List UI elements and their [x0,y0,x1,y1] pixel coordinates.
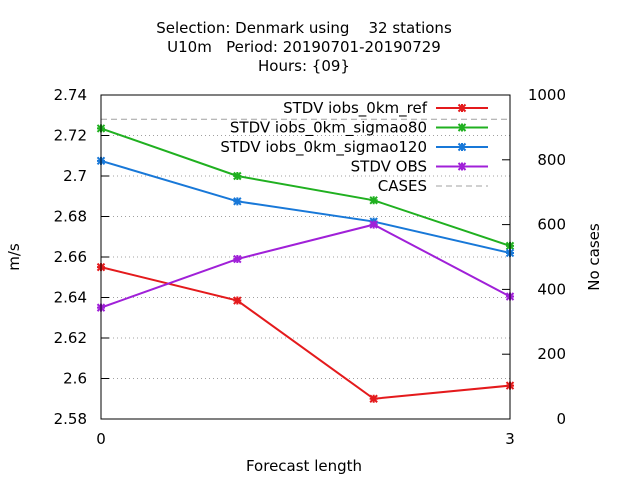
series-line [100,127,511,247]
plot-frame [100,94,511,420]
series-line [100,159,511,254]
x-tick-label: 3 [505,430,515,448]
legend-label: STDV iobs_0km_ref [283,99,428,118]
y2-tick-label: 200 [537,345,566,363]
y-tick-label: 2.7 [63,167,87,185]
legend-item: STDV OBS [351,158,488,176]
data-point [233,296,242,305]
y-axis-label: m/s [5,243,23,271]
y-tick-label: 2.74 [54,86,87,104]
legend-item: STDV iobs_0km_sigmao80 [230,119,488,138]
data-point [233,254,242,264]
y-tick-label: 2.62 [54,329,87,347]
data-point [369,220,378,229]
y2-tick-label: 800 [537,151,566,169]
y-axis-ticks: 2.58 2.6 2.62 2.64 2.66 2.68 2.7 2.72 2.74 [54,86,109,428]
chart-title-line-3: Hours: {09} [258,57,350,75]
y-tick-label: 2.68 [54,208,87,226]
y2-tick-label: 1000 [528,86,566,104]
legend-label: STDV OBS [351,158,427,176]
y-tick-label: 2.72 [54,127,87,145]
chart-title-line-1: Selection: Denmark using 32 stations [156,19,452,37]
legend-label: STDV iobs_0km_sigmao80 [230,119,427,138]
series-layer [96,118,515,403]
y-tick-label: 2.58 [54,410,87,428]
legend-marker [457,162,467,171]
y-tick-label: 2.64 [54,289,87,307]
y2-tick-label: 600 [537,216,566,234]
legend-label: STDV iobs_0km_sigmao120 [220,138,427,157]
data-point [369,196,378,205]
y2-tick-label: 0 [556,410,566,428]
series-line [100,223,511,309]
data-point [233,197,242,206]
legend-marker [457,142,467,152]
y-tick-label: 2.6 [63,370,87,388]
series-0 [96,262,515,403]
legend-marker [457,103,467,113]
chart-title-line-2: U10m Period: 20190701-20190729 [167,38,441,56]
grid [101,135,510,379]
chart-title: Selection: Denmark using 32 stations U10… [156,19,452,75]
legend-item: CASES [378,177,488,195]
y2-axis-label: No cases [585,223,603,291]
series-line [100,266,511,400]
y-tick-label: 2.66 [54,248,87,266]
legend-marker [457,123,467,132]
y2-axis-ticks: 0 200 400 600 800 1000 [502,86,566,428]
legend-label: CASES [378,177,427,195]
legend-item: STDV iobs_0km_sigmao120 [220,138,488,157]
x-tick-label: 0 [96,430,106,448]
y2-tick-label: 400 [537,280,566,298]
legend-item: STDV iobs_0km_ref [283,99,488,118]
data-point [369,394,378,403]
x-axis-label: Forecast length [246,457,362,475]
data-point [233,171,242,181]
